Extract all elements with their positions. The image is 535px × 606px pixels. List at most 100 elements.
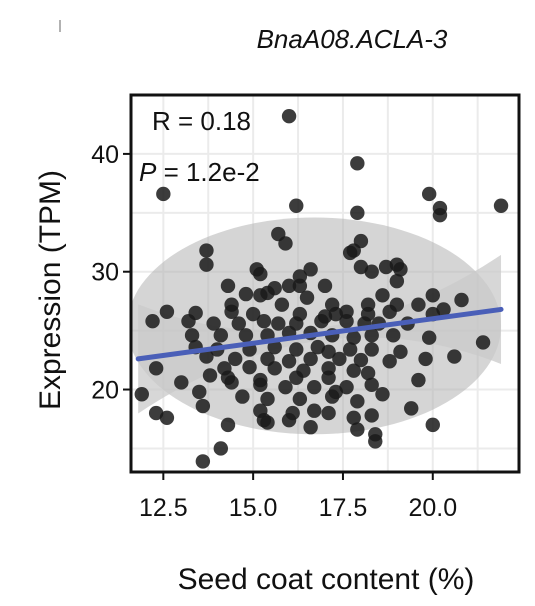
data-point xyxy=(199,257,214,272)
data-point xyxy=(281,278,297,294)
data-point xyxy=(346,363,361,378)
data-point xyxy=(421,330,437,345)
data-point xyxy=(364,342,379,357)
data-point xyxy=(350,205,365,221)
data-point xyxy=(253,377,268,393)
data-point xyxy=(134,387,149,402)
data-point xyxy=(192,384,207,400)
data-point xyxy=(411,372,426,388)
data-point xyxy=(314,314,329,329)
data-point xyxy=(339,379,354,395)
data-point xyxy=(281,109,297,124)
x-tick-label: 17.5 xyxy=(319,494,368,522)
data-point xyxy=(350,156,365,171)
data-point xyxy=(227,351,243,367)
plot-panel-border xyxy=(129,93,521,474)
data-point xyxy=(321,405,336,421)
data-point xyxy=(364,408,379,423)
data-point xyxy=(281,412,297,428)
data-point xyxy=(324,389,340,404)
data-point xyxy=(364,377,379,393)
data-point xyxy=(421,186,437,202)
data-point xyxy=(350,422,365,437)
data-point xyxy=(148,361,164,376)
x-tick-label: 15.0 xyxy=(229,494,278,522)
data-point xyxy=(174,375,189,390)
y-tick-label: 30 xyxy=(91,259,119,287)
data-point xyxy=(307,379,322,395)
data-point xyxy=(195,454,211,469)
data-point xyxy=(299,290,315,305)
data-point xyxy=(386,328,401,343)
data-point xyxy=(303,351,318,367)
data-point xyxy=(145,314,160,329)
data-point xyxy=(224,304,239,319)
p-value-annotation: P = 1.2e-2 xyxy=(139,157,260,187)
data-point xyxy=(267,339,282,355)
data-point xyxy=(267,361,282,376)
data-point xyxy=(213,441,229,456)
data-point xyxy=(368,434,383,449)
data-point xyxy=(184,328,200,343)
data-point xyxy=(220,417,236,433)
data-point xyxy=(289,198,304,213)
data-point xyxy=(332,351,347,367)
data-point xyxy=(181,314,196,329)
data-point xyxy=(310,339,326,355)
y-tick-label: 40 xyxy=(91,141,119,169)
data-point xyxy=(393,262,408,277)
data-point xyxy=(253,266,268,282)
r-value-annotation: R = 0.18 xyxy=(152,106,251,136)
data-point xyxy=(238,328,254,343)
x-tick-label: 20.0 xyxy=(408,494,457,522)
data-point xyxy=(159,304,175,319)
y-axis-ticks: 20 30 40 xyxy=(91,141,130,405)
data-point xyxy=(292,278,308,294)
data-point xyxy=(375,288,390,303)
data-point xyxy=(425,417,440,433)
data-point xyxy=(346,410,361,426)
data-point xyxy=(303,262,318,277)
data-point xyxy=(447,349,462,364)
data-point xyxy=(342,342,358,357)
data-point xyxy=(289,342,304,357)
data-point xyxy=(260,285,275,301)
p-value-text: = 1.2e-2 xyxy=(156,157,259,187)
data-point xyxy=(224,375,239,390)
data-point xyxy=(220,278,236,294)
y-axis-label: Expression (TPM) xyxy=(34,170,67,410)
data-point xyxy=(238,286,254,302)
data-point xyxy=(432,207,448,223)
data-point xyxy=(274,297,290,312)
data-point xyxy=(256,314,272,329)
data-point xyxy=(425,288,440,303)
data-point xyxy=(317,278,333,294)
data-point xyxy=(360,365,376,381)
data-point xyxy=(493,198,509,213)
data-point xyxy=(346,330,361,345)
data-point xyxy=(350,394,365,409)
data-point xyxy=(321,370,336,385)
data-point xyxy=(389,273,405,289)
scatter-points xyxy=(134,109,509,469)
data-point xyxy=(242,359,257,375)
data-point xyxy=(159,410,175,426)
regression-line xyxy=(135,306,504,362)
data-point xyxy=(260,391,275,407)
data-point xyxy=(475,335,491,350)
data-point xyxy=(307,403,322,418)
data-point xyxy=(195,398,211,414)
data-point xyxy=(353,352,369,368)
data-point xyxy=(213,328,229,343)
data-point xyxy=(148,405,164,421)
chart-title: BnaA08.ACLA-3 xyxy=(257,24,448,54)
data-point xyxy=(278,236,293,251)
data-point xyxy=(199,243,214,258)
data-point xyxy=(404,401,419,416)
data-point xyxy=(235,389,250,404)
data-point xyxy=(378,259,394,275)
y-tick-label: 20 xyxy=(91,377,119,405)
data-point xyxy=(375,387,390,402)
data-point xyxy=(364,328,379,343)
